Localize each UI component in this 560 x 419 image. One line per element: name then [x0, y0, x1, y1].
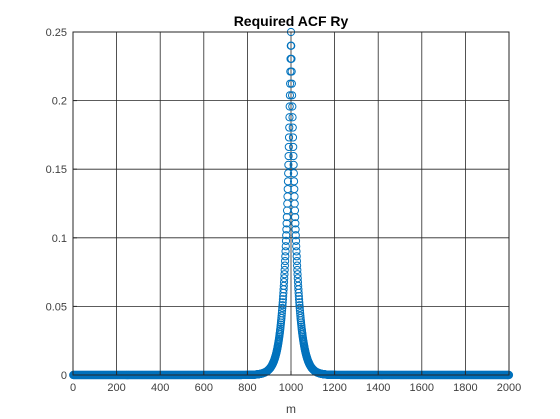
x-tick-label: 800 [238, 382, 256, 394]
x-tick-label: 1800 [453, 382, 477, 394]
data-point [284, 142, 293, 152]
data-point [287, 91, 297, 100]
data-point [280, 265, 289, 275]
data-point [291, 219, 300, 228]
data-point [283, 184, 292, 194]
y-tick-label: 0.1 [52, 233, 67, 245]
data-point [293, 261, 302, 270]
x-tick-label: 600 [195, 382, 213, 394]
x-tick-label: 1600 [410, 382, 434, 394]
data-point [291, 225, 300, 234]
data-point [277, 311, 286, 320]
data-point [288, 133, 298, 142]
data-point [288, 102, 297, 111]
data-point [291, 236, 301, 245]
data-point [284, 160, 293, 169]
data-point [285, 91, 295, 100]
data-point [282, 219, 291, 228]
data-point [289, 169, 298, 178]
data-point [284, 169, 293, 178]
data-point [284, 133, 294, 142]
data-point [289, 177, 299, 186]
data-point [287, 67, 296, 76]
data-point [291, 231, 300, 240]
data-point [295, 303, 304, 313]
data-point [292, 256, 301, 266]
data-point [281, 236, 291, 245]
data-point [288, 123, 297, 132]
x-tick-label: 400 [151, 382, 169, 394]
data-point [285, 102, 294, 111]
chart-title: Required ACF Ry [234, 13, 349, 29]
data-point [278, 295, 288, 304]
y-tick-label: 0.2 [52, 96, 67, 108]
data-point [292, 247, 301, 256]
y-tick-label: 0.05 [46, 301, 67, 313]
x-tick-label: 200 [107, 382, 125, 394]
data-point [282, 225, 291, 234]
data-point [289, 160, 298, 169]
data-point [295, 298, 304, 307]
data-point [281, 256, 290, 266]
data-point [287, 41, 296, 50]
data-point [281, 247, 290, 256]
data-point [278, 301, 287, 310]
x-tick-label: 2000 [497, 382, 521, 394]
y-tick-label: 0.25 [46, 27, 67, 39]
data-point [292, 252, 301, 261]
x-tick-label: 1200 [322, 382, 346, 394]
data-point [294, 295, 304, 304]
x-tick-label: 1000 [279, 382, 303, 394]
data-point [295, 301, 304, 310]
data-point [280, 261, 289, 270]
data-point [289, 151, 298, 161]
data-point [285, 113, 294, 122]
x-axis-label: m [286, 402, 296, 416]
data-point [284, 151, 293, 161]
plot-area: 0 200 400 600 800 1000 1200 1400 1600 1800 2000 0 0.… [46, 13, 522, 416]
data-point [291, 212, 300, 222]
data-point [287, 54, 296, 63]
data-point [289, 142, 298, 152]
data-point [277, 306, 287, 315]
data-point [290, 206, 300, 215]
data-point [282, 231, 291, 240]
data-point [294, 292, 303, 301]
data-point [287, 79, 296, 88]
data-point [282, 212, 291, 222]
data-point [281, 242, 290, 251]
y-tick-label: 0.15 [46, 164, 67, 176]
data-point [283, 177, 293, 186]
data-point [279, 278, 289, 287]
data-point [277, 309, 286, 318]
data-point [280, 270, 289, 279]
data-point [285, 123, 294, 132]
ticks: 0 200 400 600 800 1000 1200 1400 1600 1800 2000 0 0.… [46, 27, 522, 394]
data-point [288, 113, 297, 122]
data-point [278, 298, 287, 307]
y-tick-label: 0 [61, 370, 67, 382]
data-point [294, 288, 303, 297]
data-point [293, 270, 302, 279]
data-point [281, 252, 290, 261]
data-point [292, 242, 301, 251]
x-tick-label: 0 [70, 382, 76, 394]
x-tick-label: 1400 [366, 382, 390, 394]
data-point [278, 303, 287, 313]
data-point [293, 265, 302, 275]
data-point [280, 274, 289, 283]
